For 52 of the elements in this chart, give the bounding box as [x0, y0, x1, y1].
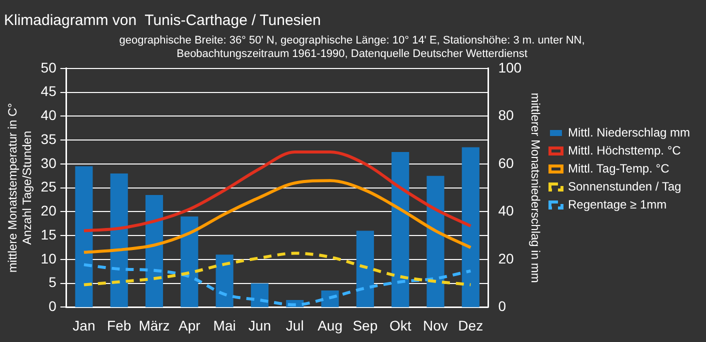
bar	[180, 216, 198, 308]
bar	[392, 152, 410, 308]
legend-label: Mittl. Niederschlag mm	[568, 125, 690, 140]
y-tick-label: 5	[48, 274, 57, 290]
y-tick-label: 45	[40, 83, 57, 100]
x-tick-label: Jun	[248, 317, 272, 334]
y-axis-title: mittlere Monatstemperatur in C° Anzahl Tage/Stunden	[6, 102, 34, 273]
y-tick-label: 50	[40, 59, 57, 76]
y-tick-label: 40	[40, 107, 57, 124]
bar	[75, 166, 93, 308]
bar	[145, 194, 164, 308]
y-tick-label: 0	[48, 298, 57, 314]
x-tick-label: Aug	[318, 317, 342, 334]
legend-label: Mittl. Tag-Temp. °C	[568, 161, 670, 176]
chart-subtitle: geographische Breite: 36° 50' N, geographische Länge: 10° 14' E, Stationshöhe: 3 m. unter NN, Beobachtungszeitraum 1961-1990, Datenquelle Deutscher Wetterdienst	[119, 34, 585, 60]
y-tick-label: 20	[40, 202, 57, 219]
line-series	[82, 179, 472, 254]
legend-label: Sonnenstunden / Tag	[568, 179, 682, 194]
y2-tick-label: 60	[498, 154, 514, 171]
chart-title: Klimadiagramm von Tunis-Carthage / Tunesien	[4, 12, 321, 30]
bar	[356, 230, 374, 308]
y2-tick-label: 20	[498, 250, 514, 266]
x-tick-label: Nov	[423, 317, 448, 334]
line-series	[82, 150, 472, 232]
x-tick-label: Apr	[178, 317, 201, 334]
x-tick-label: Jan	[72, 317, 96, 334]
y-tick-label: 10	[40, 250, 57, 266]
bar	[426, 176, 444, 308]
x-tick-label: Sep	[352, 317, 378, 334]
x-tick-label: März	[138, 317, 170, 334]
x-tick-label: Okt	[389, 317, 412, 334]
bar	[216, 254, 234, 308]
legend-label: Regentage ≥ 1mm	[568, 197, 667, 212]
y2-axis-title: mittlerer Monatsniederschlag in mm	[528, 92, 542, 283]
line-series	[82, 263, 472, 306]
x-tick-label: Jul	[286, 317, 304, 334]
y-tick-label: 30	[40, 154, 57, 171]
bar	[110, 173, 128, 308]
y-tick-label: 35	[40, 130, 57, 147]
line-series	[82, 252, 472, 286]
x-tick-label: Mai	[213, 317, 236, 334]
bar	[462, 147, 480, 308]
y2-tick-label: 80	[498, 107, 514, 124]
y-tick-label: 25	[40, 178, 57, 195]
bar	[250, 283, 269, 308]
y2-tick-label: 100	[498, 59, 522, 76]
y2-tick-label: 0	[498, 298, 506, 314]
x-tick-label: Feb	[107, 317, 132, 334]
y2-tick-label: 40	[498, 202, 514, 219]
legend-label: Mittl. Höchsttemp. °C	[568, 143, 682, 158]
x-tick-label: Dez	[458, 317, 484, 334]
y-tick-label: 15	[40, 226, 57, 242]
